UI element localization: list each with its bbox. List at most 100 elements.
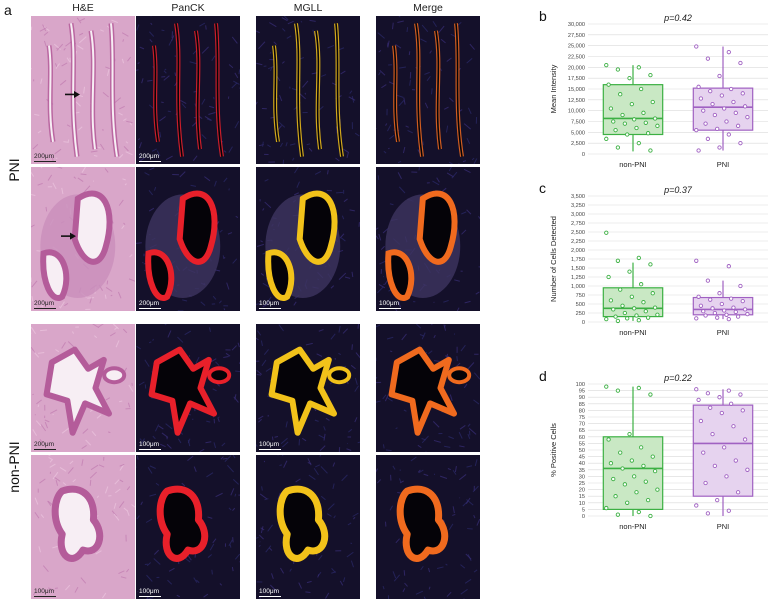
data-point xyxy=(641,463,646,468)
y-tick-label: 85 xyxy=(579,402,585,408)
y-tick-label: 2,500 xyxy=(571,141,585,147)
scale-bar: 200μm xyxy=(34,153,56,162)
data-point xyxy=(611,119,616,124)
data-point xyxy=(696,294,701,299)
y-tick-label: 22,500 xyxy=(568,55,585,61)
data-point xyxy=(719,301,724,307)
data-point xyxy=(726,388,731,393)
data-point xyxy=(712,310,718,316)
micrograph-mgll-pni-2: 100μm xyxy=(256,167,360,311)
data-point xyxy=(698,303,704,308)
micrograph-merge-pni-1 xyxy=(376,16,480,164)
y-tick-label: 35 xyxy=(579,468,585,474)
data-point xyxy=(696,148,701,153)
y-tick-label: 95 xyxy=(579,389,585,395)
chart-mean-intensity: p=0.42 0 2,500 5,000 7,500 10,000 12,500 15,000… xyxy=(540,10,777,180)
data-point xyxy=(604,230,609,235)
y-tick-label: 1,750 xyxy=(571,257,585,263)
box-non-pni xyxy=(602,84,664,136)
data-point xyxy=(701,309,706,314)
data-point xyxy=(648,72,653,78)
data-point xyxy=(705,278,711,283)
y-tick-label: 15 xyxy=(579,494,585,500)
row-label-pni: PNI xyxy=(6,158,22,182)
data-point xyxy=(694,128,699,133)
data-point xyxy=(636,255,641,261)
box-non-pni xyxy=(602,436,664,511)
y-axis-label: Mean Intensity xyxy=(549,64,558,113)
data-point xyxy=(634,490,639,495)
y-tick-label: 65 xyxy=(579,428,585,434)
data-point xyxy=(632,474,637,479)
data-point xyxy=(735,123,741,128)
scale-bar-label: 100μm xyxy=(34,588,55,595)
y-tick-label: 15,000 xyxy=(568,87,585,93)
panel-letter-b: b xyxy=(539,8,547,24)
chart-title: p=0.37 xyxy=(663,185,693,195)
data-point xyxy=(726,50,731,55)
data-point xyxy=(648,148,653,153)
y-tick-label: 45 xyxy=(579,455,585,461)
data-point xyxy=(733,458,738,463)
data-point xyxy=(645,131,651,136)
data-point xyxy=(608,106,614,111)
data-point xyxy=(648,262,653,267)
y-tick-label: 90 xyxy=(579,395,585,401)
micrograph-panck-nonpni-1: 100μm xyxy=(136,324,240,452)
data-point xyxy=(611,307,616,312)
data-point xyxy=(627,76,632,81)
column-header-he: H&E xyxy=(72,2,94,14)
y-tick-label: 10,000 xyxy=(568,109,585,115)
data-point xyxy=(643,479,648,484)
y-tick-label: 100 xyxy=(576,382,585,388)
chart-title: p=0.42 xyxy=(663,13,692,23)
scale-bar: 200μm xyxy=(139,300,161,309)
data-point xyxy=(740,408,745,413)
data-point xyxy=(655,123,660,128)
x-tick-label: PNI xyxy=(717,522,730,531)
data-point xyxy=(652,305,658,310)
y-axis-label: % Positive Cells xyxy=(549,423,558,477)
data-point xyxy=(636,509,641,515)
data-point xyxy=(652,116,658,121)
y-tick-label: 17,500 xyxy=(568,76,585,82)
data-point xyxy=(638,445,644,450)
data-point xyxy=(717,73,722,79)
data-point xyxy=(715,315,720,320)
y-tick-label: 3,000 xyxy=(571,212,585,218)
data-point xyxy=(694,387,699,392)
data-point xyxy=(604,136,609,141)
y-tick-label: 0 xyxy=(582,320,585,326)
y-tick-label: 750 xyxy=(576,293,585,299)
scale-bar-label: 100μm xyxy=(259,588,280,595)
scale-bar: 200μm xyxy=(139,153,161,162)
data-point xyxy=(740,91,745,96)
data-point xyxy=(717,291,722,296)
scale-bar: 100μm xyxy=(34,588,56,597)
x-tick-label: non-PNI xyxy=(619,328,647,337)
data-point xyxy=(698,96,704,101)
scale-bar: 200μm xyxy=(34,300,56,309)
micrograph-panck-nonpni-2: 100μm xyxy=(136,455,240,599)
y-tick-label: 60 xyxy=(579,435,585,441)
data-point xyxy=(735,490,741,495)
scale-bar-label: 200μm xyxy=(34,441,55,448)
scale-bar: 100μm xyxy=(259,441,281,450)
micrograph-merge-pni-2: 100μm xyxy=(376,167,480,311)
data-point xyxy=(724,119,729,124)
scale-bar: 100μm xyxy=(259,300,281,309)
data-point xyxy=(703,121,708,126)
data-point xyxy=(645,498,651,503)
x-tick-label: PNI xyxy=(717,328,730,337)
scale-bar: 100μm xyxy=(139,588,161,597)
data-point xyxy=(618,450,623,455)
y-tick-label: 0 xyxy=(582,514,585,520)
data-point xyxy=(703,313,708,318)
micrograph-panck-pni-1: 200μm xyxy=(136,16,240,164)
data-point xyxy=(634,313,639,318)
box-pni xyxy=(692,296,754,316)
y-tick-label: 55 xyxy=(579,441,585,447)
x-tick-label: non-PNI xyxy=(619,160,647,169)
data-point xyxy=(717,145,722,150)
data-point xyxy=(615,145,621,150)
